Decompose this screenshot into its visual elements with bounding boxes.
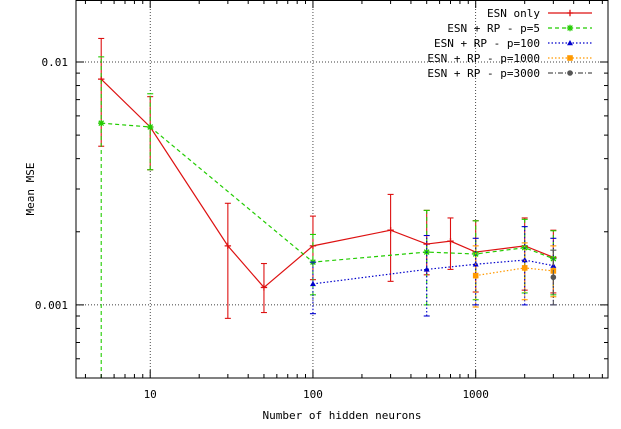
series-line	[312, 259, 554, 285]
legend-label: ESN + RP - p=100	[434, 37, 540, 50]
x-tick-label: 1000	[462, 388, 489, 401]
x-axis-title: Number of hidden neurons	[263, 409, 422, 422]
legend-label: ESN + RP - p=1000	[427, 52, 540, 65]
data-point	[472, 272, 479, 279]
legend-entry: ESN + RP - p=3000	[427, 67, 592, 80]
data-point	[387, 226, 394, 234]
data-point	[550, 262, 557, 268]
series-3	[309, 226, 557, 317]
grid	[76, 0, 608, 378]
data-point	[423, 266, 430, 272]
series-line	[475, 267, 554, 277]
y-axis-title: Mean MSE	[24, 163, 37, 216]
y-tick-label: 0.001	[35, 299, 68, 312]
data-point	[224, 242, 232, 250]
x-tick-label: 10	[144, 388, 157, 401]
data-point	[98, 119, 105, 127]
data-point	[309, 280, 316, 287]
legend-label: ESN + RP - p=3000	[427, 67, 540, 80]
legend-marker	[567, 40, 573, 46]
series-layer	[98, 37, 557, 378]
legend: ESN only ESN + RP - p=5 ESN + RP - p=100 ES…	[427, 7, 592, 80]
legend-marker	[567, 55, 573, 61]
legend-label: ESN + RP - p=5	[447, 22, 540, 35]
legend-label: ESN only	[487, 7, 540, 20]
axis-ticks: 10 100 1000 0.001 0.01	[35, 0, 608, 401]
series-1	[98, 37, 557, 319]
series-5	[550, 249, 557, 306]
x-tick-label: 100	[303, 388, 323, 401]
data-point	[550, 274, 557, 281]
legend-entry: ESN + RP - p=5	[447, 22, 592, 35]
data-point	[521, 265, 528, 271]
legend-entry: ESN only	[487, 7, 592, 20]
data-point	[260, 284, 268, 291]
y-tick-label: 0.01	[42, 56, 69, 69]
legend-marker	[566, 9, 574, 17]
legend-entry: ESN + RP - p=100	[434, 37, 592, 50]
legend-marker	[566, 24, 574, 32]
legend-marker	[567, 70, 573, 76]
series-line	[101, 122, 554, 263]
series-2	[98, 56, 557, 378]
legend-entry: ESN + RP - p=1000	[427, 52, 592, 65]
data-point	[447, 237, 454, 245]
series-4	[472, 242, 557, 308]
data-point	[521, 257, 528, 263]
series-line	[100, 78, 554, 289]
data-point	[147, 123, 154, 131]
